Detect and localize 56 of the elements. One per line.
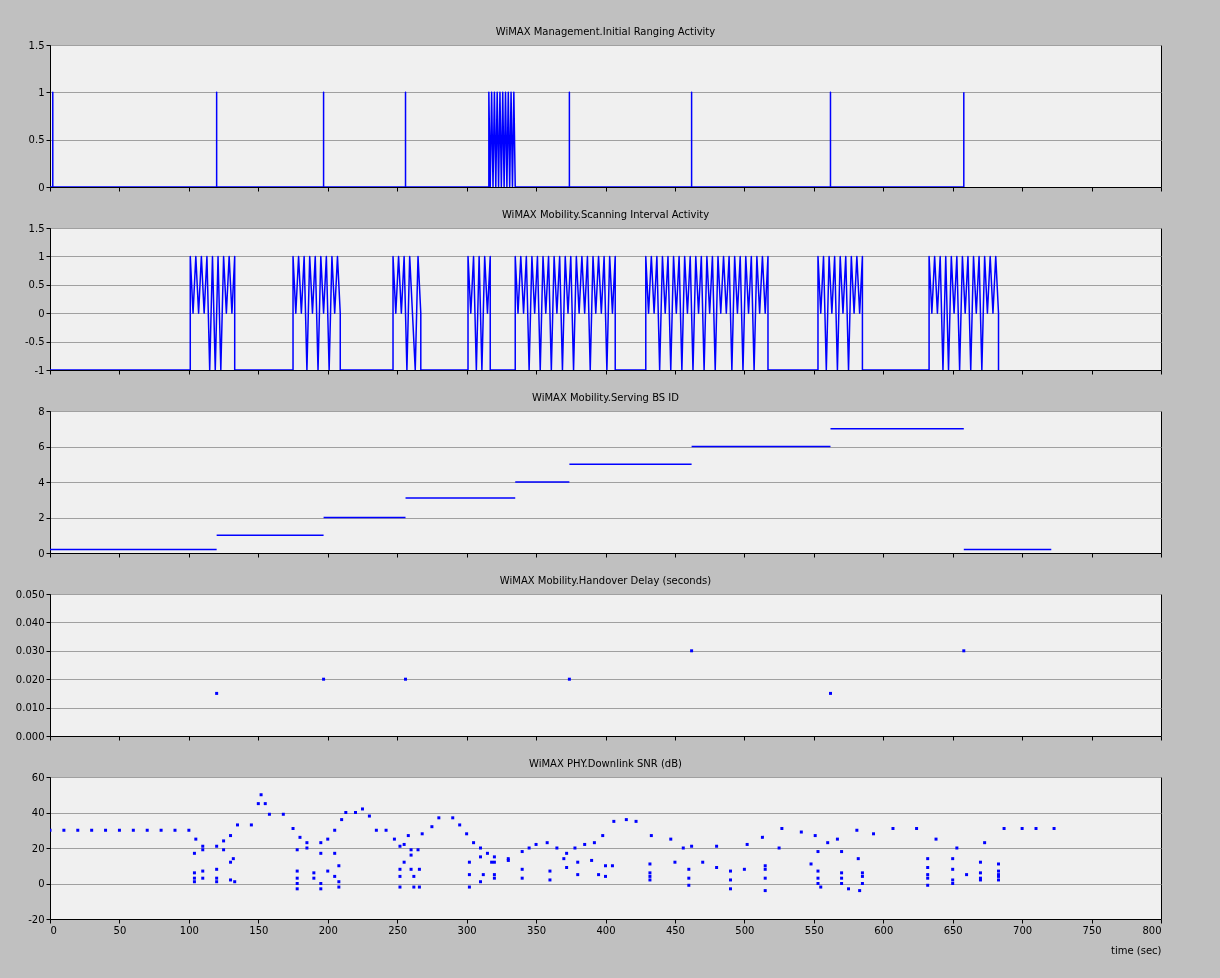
point xyxy=(962,649,966,653)
y-tick-label: 0.020 xyxy=(15,673,45,685)
x-axis-title: time (sec) xyxy=(1111,944,1162,956)
y-tick-label: -1 xyxy=(34,364,45,376)
x-tick-label: 50 xyxy=(113,924,127,936)
y-tick-label: 0.010 xyxy=(15,702,45,714)
x-tick-label: 200 xyxy=(318,924,338,936)
x-tick-label: 700 xyxy=(1013,924,1033,936)
x-tick-label: 750 xyxy=(1082,924,1102,936)
x-tick-label: 800 xyxy=(1142,924,1162,936)
x-tick-label: 100 xyxy=(179,924,199,936)
y-tick-label: 0.050 xyxy=(15,588,45,600)
y-tick-label: 0.030 xyxy=(15,645,45,657)
point xyxy=(690,649,694,653)
y-tick-label: 0.5 xyxy=(28,134,45,146)
chart-title: WiMAX Mobility.Serving BS ID xyxy=(532,392,680,403)
y-tick-label: -20 xyxy=(28,913,45,925)
point xyxy=(322,677,326,681)
point xyxy=(828,691,832,695)
y-tick-label: 8 xyxy=(38,405,45,417)
y-tick-label: 6 xyxy=(38,441,45,452)
chart-title: WiMAX PHY.Downlink SNR (dB) xyxy=(529,758,683,769)
y-tick-label: 4 xyxy=(38,476,45,488)
y-tick-label: 0.040 xyxy=(15,616,45,628)
y-tick-label: 60 xyxy=(31,771,45,783)
point xyxy=(215,691,219,695)
y-tick-label: 1.5 xyxy=(28,222,45,234)
y-tick-label: 0 xyxy=(38,181,45,193)
y-tick-label: 0 xyxy=(38,307,45,319)
y-tick-label: 1.5 xyxy=(28,39,45,51)
y-tick-label: 2 xyxy=(38,512,45,523)
x-tick-label: 600 xyxy=(874,924,894,936)
y-tick-label: 0 xyxy=(38,878,45,889)
chart-title: WiMAX Mobility.Handover Delay (seconds) xyxy=(499,575,712,586)
y-tick-label: 1 xyxy=(38,250,45,262)
x-tick-label: 300 xyxy=(457,924,477,936)
y-tick-label: 1 xyxy=(38,86,45,98)
point xyxy=(567,677,571,681)
chart-title: WiMAX Mobility.Scanning Interval Activity xyxy=(501,209,710,220)
y-tick-label: -0.5 xyxy=(24,336,45,348)
x-tick-label: 0 xyxy=(50,924,57,936)
x-tick-label: 150 xyxy=(249,924,269,936)
x-tick-label: 500 xyxy=(735,924,755,936)
x-tick-label: 250 xyxy=(388,924,408,936)
y-tick-label: 0 xyxy=(38,547,45,559)
x-tick-label: 650 xyxy=(943,924,963,936)
chart-title: WiMAX Management.Initial Ranging Activity xyxy=(495,26,716,37)
y-tick-label: 20 xyxy=(31,842,45,854)
y-tick-label: 40 xyxy=(31,807,45,818)
x-tick-label: 450 xyxy=(665,924,685,936)
x-tick-label: 350 xyxy=(527,924,547,936)
y-tick-label: 0.000 xyxy=(15,730,45,742)
x-tick-label: 400 xyxy=(596,924,616,936)
x-tick-label: 550 xyxy=(804,924,824,936)
point xyxy=(404,677,408,681)
y-tick-label: 0.5 xyxy=(28,279,45,291)
